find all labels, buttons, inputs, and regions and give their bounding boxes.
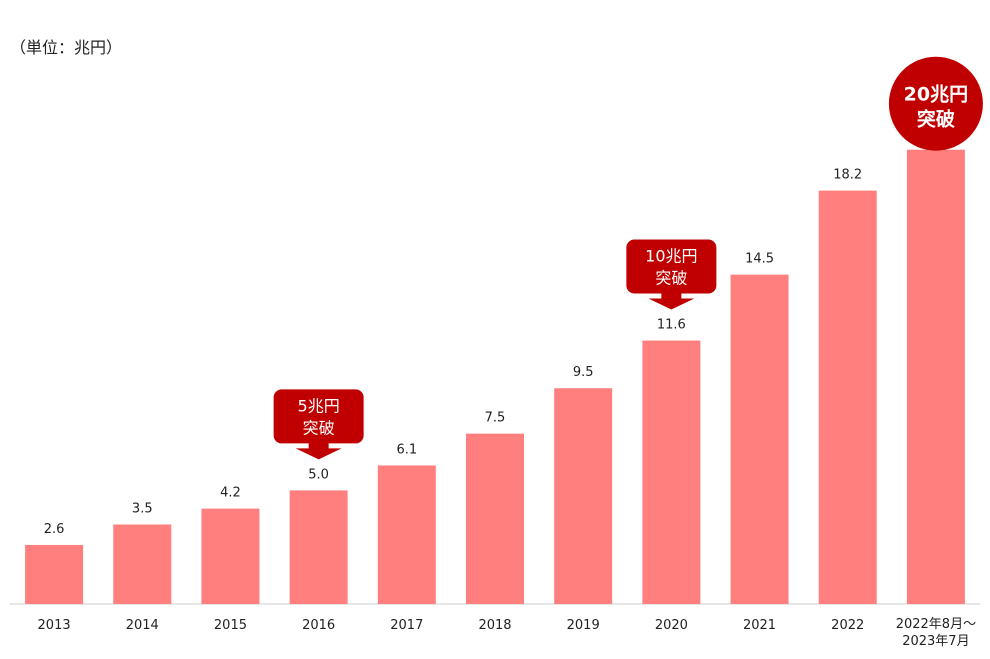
x-tick-label-7: 2020 xyxy=(655,618,688,633)
value-label-9: 18.2 xyxy=(833,168,862,183)
x-tick-label-10: 2022年8月～ 2023年7月 xyxy=(896,617,976,649)
x-tick-label-3: 2016 xyxy=(302,618,335,633)
callout-text-line2-1: 突破 xyxy=(655,269,687,288)
x-tick-label-9: 2022 xyxy=(831,618,864,633)
callout-text-line1-1: 10兆円 xyxy=(645,247,697,266)
bar-9 xyxy=(818,190,877,604)
x-tick-label-8: 2021 xyxy=(743,618,776,633)
bar-2 xyxy=(201,508,260,604)
value-label-6: 9.5 xyxy=(573,365,594,380)
value-label-0: 2.6 xyxy=(44,522,65,537)
value-label-1: 3.5 xyxy=(132,502,153,517)
callout-arrow-1 xyxy=(648,292,695,310)
bar-3 xyxy=(289,490,348,604)
bar-7 xyxy=(642,340,701,604)
callout-text-line2-2: 突破 xyxy=(917,108,955,131)
value-label-3: 5.0 xyxy=(308,467,329,482)
bar-5 xyxy=(466,433,524,604)
value-label-4: 6.1 xyxy=(396,442,417,457)
x-tick-label-6: 2019 xyxy=(567,618,600,633)
unit-label: （単位：兆円） xyxy=(10,38,123,57)
bar-8 xyxy=(730,274,789,604)
callout-arrow-0 xyxy=(295,442,342,460)
x-tick-label-4: 2017 xyxy=(390,618,423,633)
bar-10 xyxy=(906,149,965,604)
callout-text-line2-0: 突破 xyxy=(303,418,335,437)
callout-text-line1-0: 5兆円 xyxy=(298,396,340,415)
value-label-7: 11.6 xyxy=(657,318,686,333)
callout-circle-2 xyxy=(888,56,983,151)
value-label-5: 7.5 xyxy=(485,411,506,426)
callout-box-1 xyxy=(626,239,717,294)
callout-box-0 xyxy=(273,389,364,444)
value-label-2: 4.2 xyxy=(220,486,241,501)
x-tick-label-2: 2015 xyxy=(214,618,247,633)
x-tick-label-1: 2014 xyxy=(126,618,159,633)
callout-text-line1-2: 20兆円 xyxy=(904,84,968,106)
x-tick-label-5: 2018 xyxy=(478,618,511,633)
bar-1 xyxy=(113,524,172,604)
bar-6 xyxy=(554,388,613,604)
value-label-8: 14.5 xyxy=(745,252,774,267)
bar-4 xyxy=(377,465,436,604)
x-tick-label-0: 2013 xyxy=(38,618,71,633)
bar-0 xyxy=(25,544,84,604)
